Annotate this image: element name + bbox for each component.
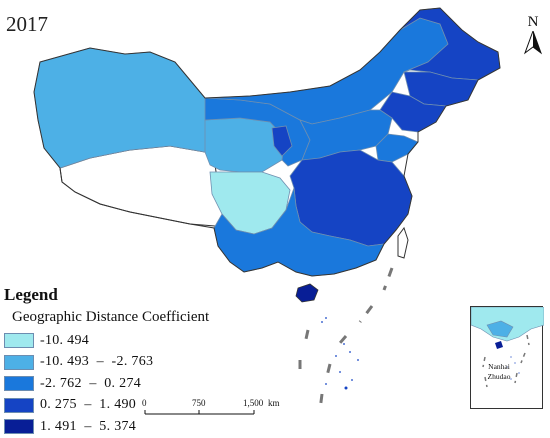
- inset-label-line1: Nanhai: [488, 362, 510, 371]
- region-taiwan: [397, 226, 409, 259]
- legend-rows: -10. 494 -10. 493 – -2. 763 -2. 762 – 0. 2…: [4, 330, 234, 438]
- legend-swatch: [4, 333, 34, 349]
- legend-subtitle: Geographic Distance Coefficient: [12, 309, 210, 325]
- legend-row: -10. 494: [4, 330, 234, 352]
- legend-row: 0. 275 – 1. 490: [4, 395, 234, 417]
- legend-label: -2. 762 – 0. 274: [40, 375, 142, 391]
- north-arrow: N: [519, 14, 547, 62]
- legend-swatch: [4, 397, 34, 413]
- south-china-sea-inset: Nanhai Zhudao: [470, 306, 545, 409]
- inset-label: Nanhai Zhudao: [479, 362, 519, 382]
- nine-dash-line: [298, 267, 394, 411]
- inset-label-line2: Zhudao: [487, 372, 511, 381]
- legend-row: -2. 762 – 0. 274: [4, 373, 234, 395]
- scale-bar-line: [144, 410, 255, 415]
- north-arrow-icon: [523, 29, 543, 55]
- scale-tick-750: 750: [192, 398, 206, 408]
- scale-bar: 0 750 1,500 km: [142, 398, 342, 420]
- north-label: N: [527, 14, 539, 30]
- legend-swatch: [4, 376, 34, 392]
- legend-label: -10. 493 – -2. 763: [40, 354, 154, 370]
- scale-tick-0: 0: [142, 398, 147, 408]
- scale-tick-1500: 1,500: [243, 398, 264, 408]
- legend-label: -10. 494: [40, 332, 90, 348]
- legend-row: -10. 493 – -2. 763: [4, 352, 234, 374]
- island-dots: [321, 317, 359, 390]
- region-ningxia: [271, 125, 293, 157]
- region-hainan: [295, 283, 319, 303]
- legend-label: 0. 275 – 1. 490: [40, 397, 137, 413]
- national-outline: [33, 7, 501, 277]
- inset-map: [470, 306, 545, 388]
- legend-title: Legend: [4, 285, 58, 304]
- legend-swatch: [4, 419, 34, 435]
- legend-label: 1. 491 – 5. 374: [40, 418, 137, 434]
- scale-unit: km: [268, 398, 280, 408]
- region-qinghai: [204, 117, 286, 173]
- legend-swatch: [4, 354, 34, 370]
- legend: Legend Geographic Distance Coefficient -…: [4, 285, 234, 438]
- map-year-label: 2017: [6, 12, 48, 36]
